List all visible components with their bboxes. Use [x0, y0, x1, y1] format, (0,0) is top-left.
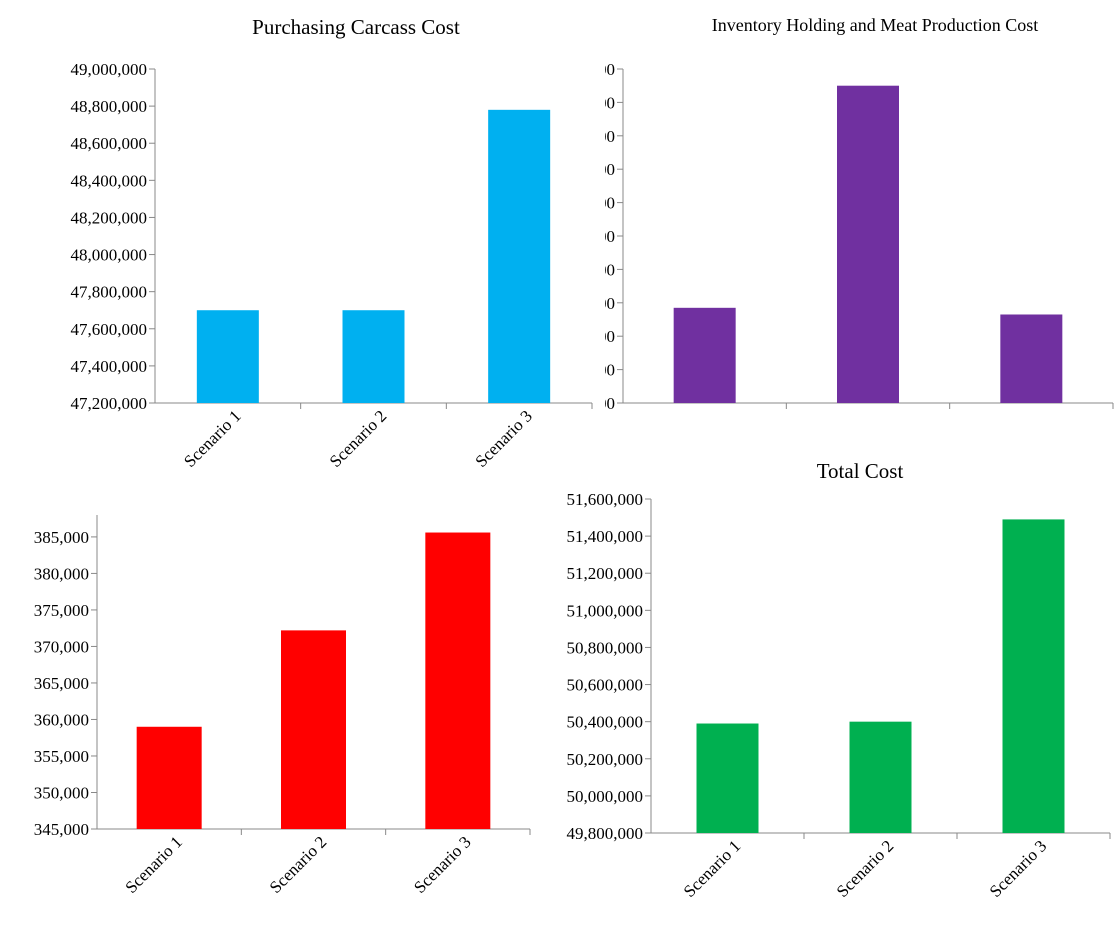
bar-1: [696, 723, 759, 833]
y-tick-label: 51,600,000: [567, 490, 644, 509]
x-tick-label: Scenario 1: [121, 832, 186, 897]
y-tick-label: 50,800,000: [567, 638, 644, 657]
bar-1: [673, 307, 736, 403]
y-tick-label: 00: [598, 294, 615, 313]
y-tick-label: 365,000: [34, 674, 89, 693]
y-tick-label: 47,600,000: [71, 320, 148, 339]
y-tick-label: 00: [598, 394, 615, 413]
x-tick-label: Scenario 3: [986, 836, 1051, 901]
x-tick-label: Scenario 2: [266, 832, 331, 897]
x-tick-label: Scenario 3: [471, 406, 536, 471]
chart-panel-2: Inventory Holding and Meat Production Co…: [598, 15, 1114, 413]
y-tick-label: 48,600,000: [71, 134, 148, 153]
y-tick-label: 48,400,000: [71, 171, 148, 190]
y-tick-label: 51,200,000: [567, 564, 644, 583]
y-tick-label: 355,000: [34, 747, 89, 766]
y-tick-label: 380,000: [34, 564, 89, 583]
y-tick-label: 50,600,000: [567, 676, 644, 695]
y-tick-label: 00: [598, 361, 615, 380]
y-tick-label: 375,000: [34, 601, 89, 620]
bar-3: [1002, 519, 1065, 833]
y-tick-label: 00: [598, 60, 615, 79]
y-tick-label: 50,200,000: [567, 750, 644, 769]
y-tick-label: 47,400,000: [71, 357, 148, 376]
y-tick-label: 350,000: [34, 783, 89, 802]
bar-1: [136, 726, 202, 829]
y-tick-label: 360,000: [34, 710, 89, 729]
chart-title: Total Cost: [817, 459, 904, 483]
bar-3: [425, 532, 491, 829]
y-tick-label: 00: [598, 127, 615, 146]
y-tick-label: 49,000,000: [71, 60, 148, 79]
y-tick-label: 345,000: [34, 820, 89, 839]
chart-panel-1: Purchasing Carcass Cost 47,200,000 47,400,…: [71, 15, 593, 471]
x-tick-label: Scenario 3: [410, 832, 475, 897]
x-tick-label: Scenario 2: [326, 406, 391, 471]
y-tick-label: 47,200,000: [71, 394, 148, 413]
chart-panel-3: 345,000 350,000 355,000 360,000 365,000 370,0…: [34, 515, 531, 897]
y-tick-label: 49,800,000: [567, 824, 644, 843]
chart-title: Purchasing Carcass Cost: [252, 15, 460, 39]
y-tick-label: 00: [598, 227, 615, 246]
y-tick-label: 00: [598, 160, 615, 179]
bar-1: [196, 310, 259, 403]
y-tick-label: 385,000: [34, 528, 89, 547]
bar-2: [281, 630, 346, 829]
bar-2: [849, 721, 912, 833]
x-tick-label: Scenario 1: [680, 836, 745, 901]
bar-2: [342, 310, 405, 403]
bar-2: [837, 85, 899, 403]
bar-3: [488, 109, 551, 404]
y-tick-label: 00: [598, 327, 615, 346]
y-tick-label: 370,000: [34, 637, 89, 656]
x-tick-label: Scenario 1: [180, 406, 245, 471]
y-tick-label: 00: [598, 260, 615, 279]
y-tick-label: 00: [598, 194, 615, 213]
chart-panel-4: Total Cost 49,800,000 50,000,000 50,200,000…: [567, 459, 1111, 901]
y-tick-label: 51,000,000: [567, 601, 644, 620]
y-tick-label: 48,000,000: [71, 246, 148, 265]
y-tick-label: 48,800,000: [71, 97, 148, 116]
y-tick-label: 50,400,000: [567, 713, 644, 732]
y-tick-label: 47,800,000: [71, 283, 148, 302]
y-tick-label: 00: [598, 93, 615, 112]
bar-3: [1000, 314, 1063, 403]
y-tick-label: 51,400,000: [567, 527, 644, 546]
y-tick-label: 48,200,000: [71, 208, 148, 227]
y-tick-label: 50,000,000: [567, 787, 644, 806]
x-tick-label: Scenario 2: [833, 836, 898, 901]
chart-title: Inventory Holding and Meat Production Co…: [712, 15, 1038, 35]
